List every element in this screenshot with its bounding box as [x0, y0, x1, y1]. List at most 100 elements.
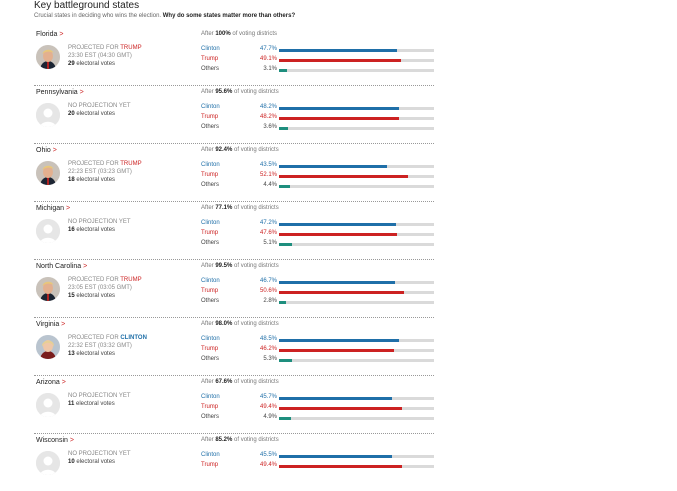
projection-time: 22:23 EST (03:23 GMT)	[68, 169, 132, 175]
state-name-link[interactable]: North Carolina >	[36, 263, 87, 270]
chevron-right-icon: >	[61, 379, 66, 386]
state-name-link[interactable]: Arizona >	[36, 379, 66, 386]
state-name-link[interactable]: Wisconsin >	[36, 437, 74, 444]
chevron-right-icon: >	[59, 31, 64, 38]
electoral-votes-label: electoral votes	[74, 177, 116, 183]
electoral-votes: 20 electoral votes	[68, 110, 188, 118]
reporting-suffix: of voting districts	[230, 31, 278, 37]
result-row-trump: Trump 52.1%	[201, 171, 434, 181]
reporting-prefix: After	[201, 147, 216, 153]
projection-info: PROJECTED FOR TRUMP 23:30 EST (04:30 GMT)…	[68, 44, 188, 68]
projected-winner: CLINTON	[120, 335, 147, 341]
projection-status: PROJECTED FOR TRUMP	[68, 276, 188, 284]
result-row-trump: Trump 49.1%	[201, 55, 434, 65]
result-bar-fill	[279, 107, 399, 110]
state-name-link[interactable]: Michigan >	[36, 205, 70, 212]
reporting-percent: 100%	[215, 31, 231, 37]
result-bar-fill	[279, 455, 392, 458]
reporting-status: After 100% of voting districts	[201, 31, 277, 37]
candidate-avatar	[36, 45, 60, 69]
state-list: Florida > PROJECTED FOR TRUMP 23:30 EST (0…	[34, 28, 434, 491]
electoral-votes-count: 29	[68, 61, 75, 67]
electoral-votes-label: electoral votes	[74, 111, 116, 117]
projection-info: NO PROJECTION YET 11 electoral votes	[68, 392, 188, 408]
result-bar-track	[279, 185, 434, 188]
reporting-status: After 92.4% of voting districts	[201, 147, 279, 153]
result-bar-fill	[279, 185, 290, 188]
result-bar-track	[279, 49, 434, 52]
electoral-votes-label: electoral votes	[74, 459, 116, 465]
candidate-name: Trump	[201, 172, 219, 178]
result-bar-track	[279, 59, 434, 62]
state-name-link[interactable]: Ohio >	[36, 147, 57, 154]
vote-percent: 45.7%	[259, 394, 277, 400]
chevron-right-icon: >	[65, 205, 71, 212]
vote-percent: 48.5%	[259, 336, 277, 342]
projection-time: 23:05 EST (03:05 GMT)	[68, 285, 132, 291]
result-bar-track	[279, 223, 434, 226]
chevron-right-icon: >	[52, 147, 57, 154]
result-bar-track	[279, 339, 434, 342]
vote-percent: 50.6%	[259, 288, 277, 294]
result-row-clinton: Clinton 47.7%	[201, 45, 434, 55]
projection-time: 23:30 EST (04:30 GMT)	[68, 53, 132, 59]
result-row-trump: Trump 49.4%	[201, 461, 434, 471]
candidate-name: Trump	[201, 114, 219, 120]
result-bar-track	[279, 349, 434, 352]
state-block-pennsylvania: Pennsylvania > NO PROJECTION YET 20 electo…	[34, 86, 434, 144]
result-bar-fill	[279, 417, 291, 420]
state-name-link[interactable]: Virginia >	[36, 321, 65, 328]
result-row-clinton: Clinton 43.5%	[201, 161, 434, 171]
user-placeholder-icon	[36, 219, 60, 243]
projection-status: NO PROJECTION YET	[68, 450, 188, 458]
candidate-name: Clinton	[201, 336, 220, 342]
candidate-avatar	[36, 277, 60, 301]
projection-label: NO PROJECTION YET	[68, 451, 131, 457]
state-name-link[interactable]: Pennsylvania >	[36, 89, 84, 96]
projection-info: NO PROJECTION YET 10 electoral votes	[68, 450, 188, 466]
page-subtitle: Crucial states in deciding who wins the …	[34, 12, 434, 20]
candidate-name: Others	[201, 182, 220, 188]
result-row-trump: Trump 49.4%	[201, 403, 434, 413]
result-bar-track	[279, 417, 434, 420]
electoral-votes-label: electoral votes	[74, 61, 116, 67]
trump-photo-icon	[36, 161, 60, 185]
result-bar-fill	[279, 49, 397, 52]
vote-percent: 46.2%	[259, 346, 277, 352]
state-name: Arizona	[36, 379, 62, 386]
candidate-name: Trump	[201, 288, 219, 294]
state-name: Michigan	[36, 205, 66, 212]
projection-info: PROJECTED FOR TRUMP 23:05 EST (03:05 GMT)…	[68, 276, 188, 300]
vote-percent: 52.1%	[259, 172, 277, 178]
result-bar-fill	[279, 407, 402, 410]
state-name-link[interactable]: Florida >	[36, 31, 63, 38]
vote-percent: 49.4%	[259, 462, 277, 468]
vote-percent: 43.5%	[259, 162, 277, 168]
result-row-others: Others 5.1%	[201, 239, 434, 249]
projected-winner: TRUMP	[120, 161, 142, 167]
reporting-suffix: of voting districts	[232, 263, 279, 269]
result-bar-track	[279, 291, 434, 294]
candidate-name: Others	[201, 240, 220, 246]
state-block-florida: Florida > PROJECTED FOR TRUMP 23:30 EST (0…	[34, 28, 434, 86]
vote-percent: 2.8%	[263, 298, 277, 304]
result-bar-fill	[279, 117, 399, 120]
result-bar-fill	[279, 59, 401, 62]
subtitle-link[interactable]: Why do some states matter more than othe…	[162, 13, 296, 19]
vote-percent: 48.2%	[259, 104, 277, 110]
result-bar-track	[279, 117, 434, 120]
projection-label: PROJECTED FOR	[68, 277, 121, 283]
result-bar-track	[279, 301, 434, 304]
electoral-votes-label: electoral votes	[74, 401, 115, 407]
reporting-status: After 67.6% of voting districts	[201, 379, 279, 385]
candidate-name: Clinton	[201, 452, 220, 458]
result-bar-fill	[279, 301, 286, 304]
reporting-suffix: of voting districts	[232, 205, 279, 211]
candidate-name: Clinton	[201, 46, 220, 52]
projection-time: 22:32 EST (03:32 GMT)	[68, 343, 132, 349]
state-name: Virginia	[36, 321, 62, 328]
projection-label: NO PROJECTION YET	[68, 103, 131, 109]
projection-label: NO PROJECTION YET	[68, 393, 131, 399]
projection-status: PROJECTED FOR TRUMP	[68, 160, 188, 168]
state-name: North Carolina	[36, 263, 84, 270]
